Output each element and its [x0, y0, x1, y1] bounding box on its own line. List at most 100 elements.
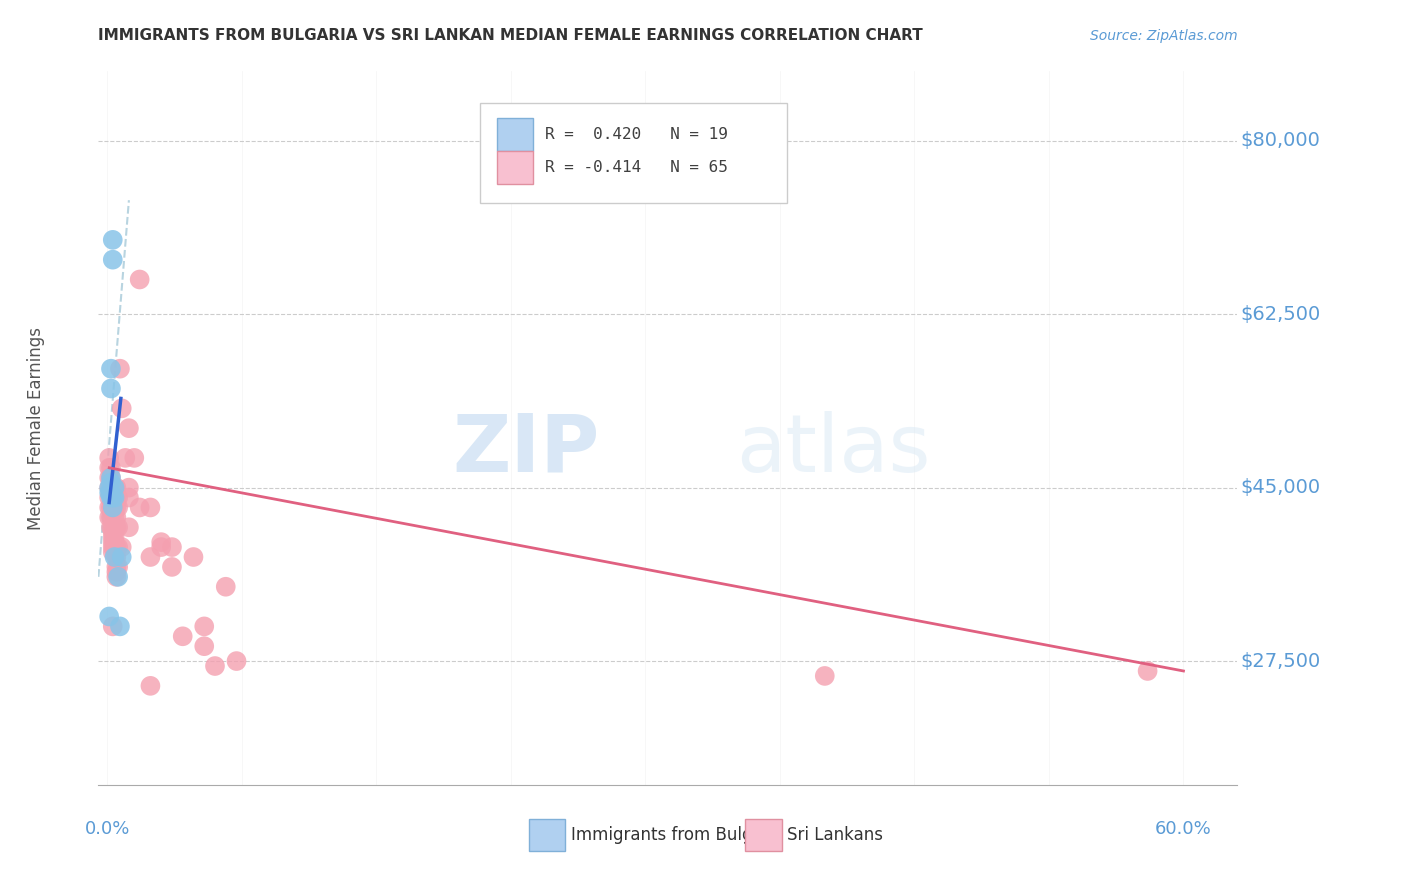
- Text: $27,500: $27,500: [1241, 651, 1322, 671]
- Point: [101, 481, 124, 495]
- Point: [108, 619, 131, 633]
- Point: [101, 545, 124, 559]
- Point: [98, 491, 121, 505]
- Point: [193, 619, 215, 633]
- Point: [118, 520, 141, 534]
- Point: [100, 481, 122, 495]
- FancyBboxPatch shape: [529, 819, 565, 851]
- Text: ZIP: ZIP: [453, 410, 599, 489]
- Text: 0.0%: 0.0%: [84, 820, 131, 838]
- Text: $62,500: $62,500: [1241, 305, 1322, 324]
- Point: [105, 565, 128, 579]
- Point: [100, 460, 122, 475]
- Point: [101, 252, 124, 267]
- Point: [100, 475, 122, 490]
- Point: [107, 500, 129, 515]
- Point: [103, 481, 125, 495]
- Point: [107, 540, 129, 554]
- Point: [101, 233, 124, 247]
- Point: [107, 560, 129, 574]
- FancyBboxPatch shape: [745, 819, 782, 851]
- Point: [101, 500, 124, 515]
- Point: [150, 540, 173, 554]
- Point: [128, 272, 150, 286]
- FancyBboxPatch shape: [479, 103, 787, 203]
- Point: [103, 540, 125, 554]
- Text: atlas: atlas: [737, 410, 931, 489]
- Point: [101, 505, 124, 519]
- Point: [128, 500, 150, 515]
- Point: [103, 481, 125, 495]
- Point: [100, 485, 122, 500]
- Point: [101, 535, 124, 549]
- Point: [105, 491, 128, 505]
- Point: [814, 669, 837, 683]
- Point: [160, 540, 183, 554]
- Point: [103, 491, 125, 505]
- Point: [105, 481, 128, 495]
- Point: [98, 510, 121, 524]
- Text: 60.0%: 60.0%: [1156, 820, 1212, 838]
- Point: [111, 401, 134, 416]
- Point: [160, 560, 183, 574]
- Point: [193, 639, 215, 653]
- Point: [139, 500, 162, 515]
- Point: [183, 549, 205, 564]
- Point: [139, 549, 162, 564]
- Point: [103, 510, 125, 524]
- Point: [139, 679, 162, 693]
- Point: [1136, 664, 1159, 678]
- Text: R =  0.420   N = 19: R = 0.420 N = 19: [546, 127, 728, 142]
- Point: [111, 540, 134, 554]
- FancyBboxPatch shape: [498, 118, 533, 151]
- Text: IMMIGRANTS FROM BULGARIA VS SRI LANKAN MEDIAN FEMALE EARNINGS CORRELATION CHART: IMMIGRANTS FROM BULGARIA VS SRI LANKAN M…: [98, 28, 924, 43]
- Point: [105, 540, 128, 554]
- Point: [105, 549, 128, 564]
- Point: [105, 560, 128, 574]
- Text: $45,000: $45,000: [1241, 478, 1322, 497]
- Point: [114, 450, 136, 465]
- Point: [98, 500, 121, 515]
- Point: [100, 510, 122, 524]
- Point: [215, 580, 238, 594]
- Point: [118, 491, 141, 505]
- Point: [105, 510, 128, 524]
- Point: [101, 491, 124, 505]
- Point: [100, 520, 122, 534]
- FancyBboxPatch shape: [498, 152, 533, 184]
- Point: [98, 450, 121, 465]
- Point: [100, 471, 122, 485]
- Point: [100, 361, 122, 376]
- Point: [105, 520, 128, 534]
- Point: [101, 491, 124, 505]
- Point: [101, 520, 124, 534]
- Point: [98, 481, 121, 495]
- Point: [103, 530, 125, 544]
- Point: [107, 520, 129, 534]
- Point: [105, 500, 128, 515]
- Point: [111, 549, 134, 564]
- Point: [101, 540, 124, 554]
- Point: [150, 535, 173, 549]
- Text: R = -0.414   N = 65: R = -0.414 N = 65: [546, 161, 728, 175]
- Point: [98, 460, 121, 475]
- Point: [100, 382, 122, 396]
- Point: [103, 491, 125, 505]
- Point: [107, 570, 129, 584]
- Point: [101, 525, 124, 540]
- Point: [124, 450, 146, 465]
- Text: Source: ZipAtlas.com: Source: ZipAtlas.com: [1090, 29, 1237, 43]
- Point: [118, 421, 141, 435]
- Text: Sri Lankans: Sri Lankans: [787, 826, 883, 844]
- Point: [103, 535, 125, 549]
- Point: [225, 654, 247, 668]
- Point: [107, 491, 129, 505]
- Point: [118, 481, 141, 495]
- Point: [100, 500, 122, 515]
- Point: [98, 485, 121, 500]
- Point: [100, 471, 122, 485]
- Point: [98, 481, 121, 495]
- Point: [103, 520, 125, 534]
- Point: [98, 609, 121, 624]
- Text: Median Female Earnings: Median Female Earnings: [27, 326, 45, 530]
